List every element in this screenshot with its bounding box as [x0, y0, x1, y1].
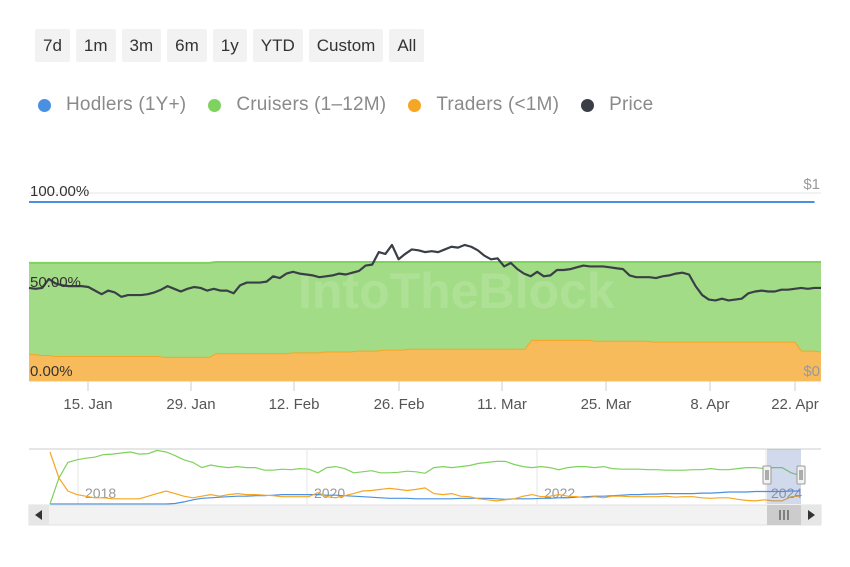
area-traders-1m: [29, 339, 821, 381]
x-tick-label: 11. Mar: [477, 396, 527, 413]
x-axis: 15. Jan 29. Jan 12. Feb 26. Feb 11. Mar 25. M…: [63, 381, 819, 413]
range-button-3m[interactable]: 3m: [121, 29, 162, 62]
navigator-selection[interactable]: [767, 449, 801, 504]
area-cruisers-1-12m: [29, 261, 821, 357]
price-line-group: [28, 243, 821, 302]
range-button-7d[interactable]: 7d: [35, 29, 70, 62]
legend-item-price[interactable]: Price: [581, 94, 653, 116]
legend-item-cruisers-1-12m[interactable]: Cruisers (1–12M): [208, 94, 386, 116]
legend-item-traders-1m[interactable]: Traders (<1M): [408, 94, 559, 116]
navigator-year-label: 2022: [544, 485, 575, 501]
y-axis-labels: 100.00% 50.00% 0.00% $1 $0: [30, 176, 820, 380]
y-tick-label-left: 0.00%: [30, 363, 73, 380]
legend-dot-icon: [38, 98, 51, 112]
watermark: IntoTheBlock: [298, 263, 615, 319]
range-button-all[interactable]: All: [389, 29, 425, 62]
legend-label: Price: [609, 94, 654, 115]
navigator[interactable]: 2018202020222024: [28, 448, 822, 526]
y-tick-label-left: 50.00%: [30, 274, 81, 291]
y-tick-label-right: $0: [803, 363, 820, 380]
navigator-line-hodlers: [50, 490, 800, 505]
x-tick-label: 25. Mar: [581, 396, 632, 413]
x-tick-label: 12. Feb: [269, 396, 320, 413]
x-tick-label: 29. Jan: [166, 396, 215, 413]
legend-item-hodlers-1y[interactable]: Hodlers (1Y+): [38, 94, 186, 116]
legend-dot-icon: [581, 98, 595, 112]
y-tick-label-right: $1: [803, 176, 820, 193]
scrollbar-thumb[interactable]: [767, 505, 801, 525]
scrollbar-track[interactable]: [28, 504, 822, 526]
scroll-left-arrow-icon[interactable]: [29, 505, 49, 525]
scroll-right-arrow-icon[interactable]: [801, 505, 821, 525]
x-tick-label: 8. Apr: [690, 396, 729, 413]
x-tick-label: 26. Feb: [374, 396, 425, 413]
navigator-handle-left[interactable]: [762, 465, 772, 485]
y-tick-label-left: 100.00%: [30, 183, 89, 200]
navigator-line-cruisers: [49, 449, 801, 505]
navigator-line-traders: [49, 451, 801, 502]
range-button-6m[interactable]: 6m: [167, 29, 207, 62]
legend-label: Cruisers (1–12M): [236, 94, 387, 115]
legend-dot-icon: [408, 98, 422, 112]
x-tick-label: 15. Jan: [63, 396, 112, 413]
area-edge-cruisers-1-12m: [29, 260, 821, 264]
x-tick-label: 22. Apr: [771, 396, 819, 413]
legend: Hodlers (1Y+) Cruisers (1–12M) Traders (<1…: [38, 94, 653, 116]
price-line: [28, 243, 821, 302]
legend-label: Hodlers (1Y+): [66, 94, 187, 115]
range-selector: 7d 1m 3m 6m 1y YTD Custom All: [35, 29, 425, 62]
range-button-1y[interactable]: 1y: [212, 29, 247, 62]
range-button-1m[interactable]: 1m: [75, 29, 116, 62]
legend-label: Traders (<1M): [436, 94, 560, 115]
range-button-custom[interactable]: Custom: [308, 29, 384, 62]
stacked-areas: [29, 201, 822, 381]
navigator-handle-right[interactable]: [796, 465, 806, 485]
legend-dot-icon: [208, 98, 222, 112]
range-button-ytd[interactable]: YTD: [252, 29, 303, 62]
